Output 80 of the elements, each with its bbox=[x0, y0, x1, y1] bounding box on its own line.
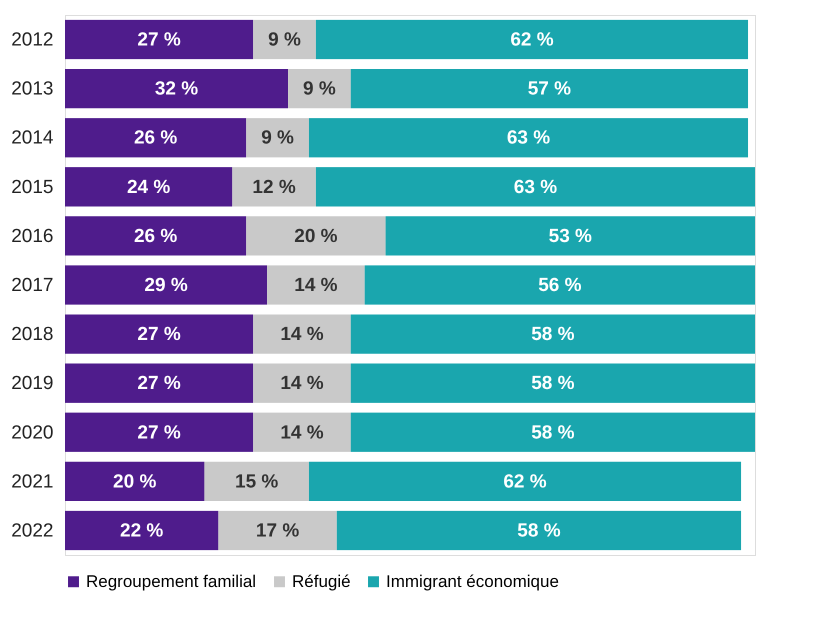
y-tick-label: 2013 bbox=[11, 78, 54, 100]
bar bbox=[350, 314, 755, 354]
y-tick-label: 2021 bbox=[11, 471, 54, 492]
legend-label: Réfugié bbox=[292, 572, 351, 591]
bar bbox=[364, 265, 755, 305]
data-label: 9 % bbox=[261, 128, 294, 149]
y-tick-label: 2016 bbox=[11, 226, 54, 247]
bar bbox=[65, 69, 288, 108]
data-label: 27 % bbox=[137, 324, 181, 346]
bar bbox=[246, 118, 309, 158]
y-tick-label: 2017 bbox=[11, 275, 54, 296]
data-label: 58 % bbox=[531, 422, 575, 444]
data-label: 63 % bbox=[506, 128, 550, 149]
data-label: 27 % bbox=[137, 373, 181, 394]
bar bbox=[65, 412, 254, 452]
bar bbox=[65, 167, 232, 206]
bar bbox=[65, 510, 218, 550]
data-label: 56 % bbox=[538, 275, 582, 296]
data-label: 58 % bbox=[531, 373, 575, 394]
data-label: 12 % bbox=[252, 176, 296, 198]
data-label: 27 % bbox=[137, 422, 181, 444]
data-label: 58 % bbox=[517, 520, 561, 542]
data-label: 53 % bbox=[548, 226, 592, 247]
bar bbox=[65, 20, 254, 60]
bar bbox=[288, 69, 351, 108]
data-label: 20 % bbox=[113, 471, 156, 492]
bar bbox=[218, 510, 337, 550]
bar bbox=[253, 314, 351, 354]
data-label: 14 % bbox=[294, 275, 338, 296]
bar bbox=[65, 216, 246, 256]
bar bbox=[65, 265, 268, 305]
data-label: 27 % bbox=[137, 30, 181, 51]
bar bbox=[232, 167, 316, 206]
bar bbox=[253, 364, 351, 403]
bar bbox=[65, 462, 204, 501]
data-label: 14 % bbox=[280, 324, 324, 346]
data-label: 22 % bbox=[120, 520, 164, 542]
data-label: 26 % bbox=[134, 226, 178, 247]
bar bbox=[253, 412, 351, 452]
bar bbox=[308, 118, 748, 158]
bar bbox=[386, 216, 755, 256]
data-label: 57 % bbox=[528, 78, 572, 100]
bar bbox=[350, 69, 748, 108]
y-tick-label: 2014 bbox=[11, 128, 54, 149]
data-label: 63 % bbox=[514, 176, 558, 198]
bar bbox=[246, 216, 386, 256]
data-label: 9 % bbox=[268, 30, 302, 51]
y-tick-label: 2020 bbox=[11, 422, 54, 444]
bar bbox=[267, 265, 365, 305]
y-tick-label: 2019 bbox=[11, 373, 54, 394]
bar bbox=[65, 314, 254, 354]
legend-label: Regroupement familial bbox=[86, 572, 256, 591]
data-label: 14 % bbox=[280, 373, 324, 394]
bar bbox=[350, 364, 755, 403]
data-label: 14 % bbox=[280, 422, 324, 444]
bar bbox=[308, 462, 742, 501]
legend-label: Immigrant économique bbox=[386, 572, 559, 591]
data-label: 24 % bbox=[126, 176, 170, 198]
data-label: 20 % bbox=[294, 226, 338, 247]
bar bbox=[253, 20, 316, 60]
data-label: 62 % bbox=[510, 30, 554, 51]
data-label: 29 % bbox=[144, 275, 188, 296]
y-tick-label: 2015 bbox=[11, 176, 54, 198]
data-label: 17 % bbox=[256, 520, 300, 542]
y-tick-label: 2022 bbox=[11, 520, 54, 542]
bar bbox=[350, 412, 755, 452]
bar bbox=[65, 364, 254, 403]
y-tick-label: 2018 bbox=[11, 324, 54, 346]
data-label: 62 % bbox=[503, 471, 547, 492]
bar bbox=[316, 167, 755, 206]
bar bbox=[204, 462, 309, 501]
bar bbox=[65, 118, 246, 158]
data-label: 15 % bbox=[235, 471, 278, 492]
data-label: 9 % bbox=[303, 78, 336, 100]
data-label: 58 % bbox=[531, 324, 575, 346]
y-tick-label: 2012 bbox=[11, 30, 54, 51]
data-label: 32 % bbox=[154, 78, 198, 100]
data-label: 26 % bbox=[134, 128, 178, 149]
bar bbox=[336, 510, 742, 550]
bar bbox=[316, 20, 748, 60]
